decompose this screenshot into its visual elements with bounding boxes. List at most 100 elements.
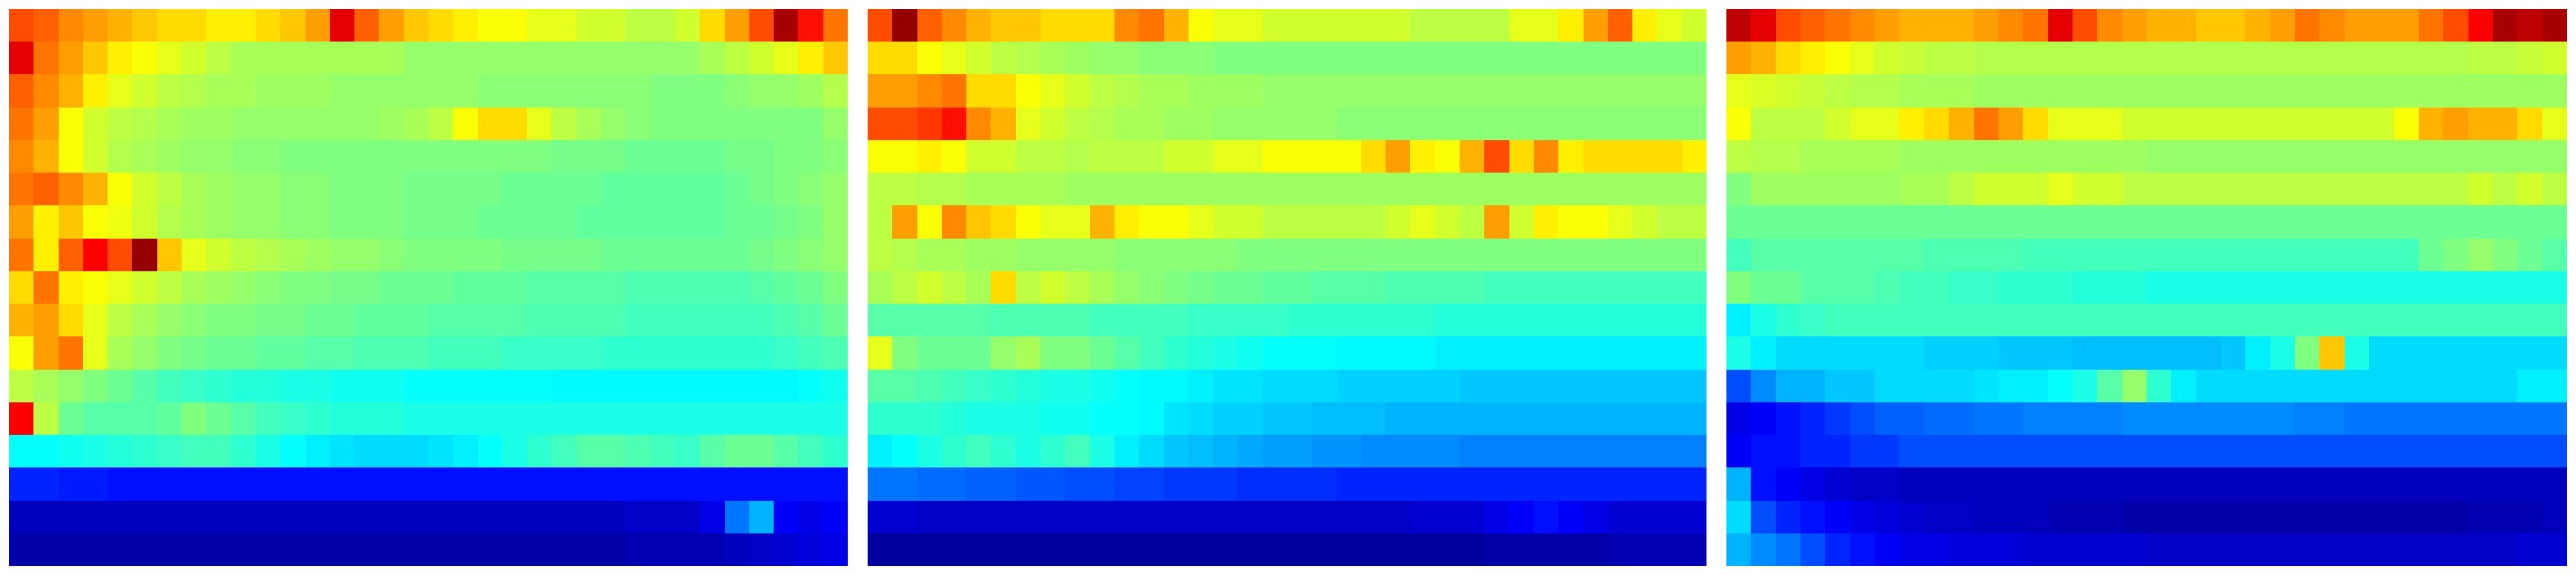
heatmap-cell [2023,74,2048,108]
heatmap-cell [1435,42,1460,74]
heatmap-cell [1825,42,1850,74]
heatmap-cell [2493,533,2517,566]
heatmap-cell [700,74,725,108]
heatmap-cell [2221,402,2245,435]
heatmap-cell [503,501,527,533]
heatmap-cell [33,108,59,140]
heatmap-cell [1386,402,1410,435]
heatmap-cell [1337,402,1361,435]
heatmap-cell [9,42,33,74]
heatmap-panel-3 [1726,9,2567,566]
heatmap-cell [1312,42,1337,74]
heatmap-cell [700,501,725,533]
heatmap-cell [306,336,330,370]
heatmap-cell [725,271,749,304]
heatmap-cell [1850,108,1875,140]
heatmap-cell [1065,370,1090,402]
heatmap-cell [1361,140,1386,173]
heatmap-cell [1509,140,1534,173]
heatmap-cell [1114,74,1139,108]
heatmap-cell [2345,402,2369,435]
heatmap-cell [2543,402,2567,435]
heatmap-cell [749,435,774,467]
heatmap-cell [2147,370,2171,402]
heatmap-cell [1016,42,1040,74]
heatmap-cell [601,467,625,501]
heatmap-cell [1410,435,1435,467]
heatmap-cell [231,501,256,533]
heatmap-cell [725,239,749,271]
heatmap-cell [33,271,59,304]
heatmap-cell [33,173,59,205]
heatmap-cell [2196,402,2221,435]
heatmap-cell [1312,402,1337,435]
heatmap-cell [1435,435,1460,467]
heatmap-cell [1263,533,1287,566]
heatmap-cell [1410,271,1435,304]
heatmap-cell [2295,370,2319,402]
heatmap-cell [428,108,453,140]
heatmap-cell [2468,304,2493,336]
heatmap-cell [1726,42,1751,74]
heatmap-cell [725,402,749,435]
heatmap-cell [917,501,942,533]
heatmap-cell [1974,108,1998,140]
heatmap-cell [404,435,428,467]
heatmap-cell [1114,239,1139,271]
heatmap-cell [1632,9,1657,42]
heatmap-cell [868,140,892,173]
heatmap-cell [83,239,108,271]
heatmap-cell [1016,501,1040,533]
heatmap-cell [2394,370,2419,402]
heatmap-cell [157,501,182,533]
heatmap-cell [1337,74,1361,108]
heatmap-cell [1139,42,1164,74]
heatmap-cell [2443,173,2468,205]
heatmap-cell [428,304,453,336]
heatmap-cell [2221,370,2245,402]
heatmap-cell [404,501,428,533]
heatmap-cell [1726,370,1751,402]
heatmap-cell [157,533,182,566]
heatmap-cell [1213,370,1237,402]
heatmap-cell [1312,304,1337,336]
heatmap-cell [1875,336,1899,370]
heatmap-cell [354,205,379,239]
heatmap-cell [798,336,823,370]
heatmap-cell [2369,271,2394,304]
heatmap-cell [108,336,132,370]
heatmap-cell [1484,239,1509,271]
heatmap-cell [1263,205,1287,239]
heatmap-cell [2073,9,2097,42]
heatmap-cell [1189,467,1213,501]
heatmap-cell [749,42,774,74]
heatmap-cell [1065,173,1090,205]
heatmap-cell [1682,140,1706,173]
heatmap-cell [798,467,823,501]
heatmap-cell [330,501,354,533]
heatmap-cell [2345,239,2369,271]
heatmap-cell [1237,467,1263,501]
heatmap-cell [1558,467,1584,501]
heatmap-cell [527,533,551,566]
heatmap-cell [59,467,83,501]
heatmap-cell [1608,140,1632,173]
heatmap-cell [1509,533,1534,566]
heatmap-cell [1534,140,1558,173]
heatmap-cell [1164,304,1189,336]
heatmap-cell [132,9,157,42]
heatmap-cell [917,140,942,173]
heatmap-cell [1263,140,1287,173]
heatmap-cell [2122,108,2147,140]
heatmap-cell [1682,533,1706,566]
heatmap-cell [1998,370,2023,402]
heatmap-cell [651,42,675,74]
heatmap-cell [1065,402,1090,435]
heatmap-cell [2147,467,2171,501]
heatmap-cell [280,42,306,74]
heatmap-cell [1312,9,1337,42]
heatmap-cell [1899,435,1924,467]
heatmap-cell [206,467,231,501]
heatmap-cell [2171,271,2196,304]
heatmap-cell [892,304,917,336]
